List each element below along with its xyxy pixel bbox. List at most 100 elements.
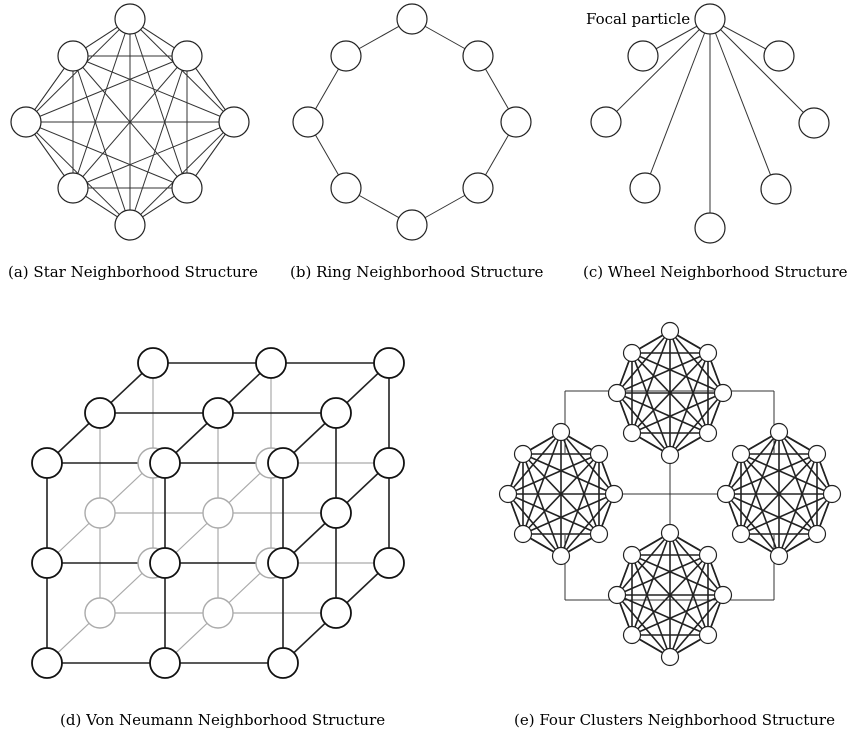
particle-node <box>255 347 287 379</box>
particle-node <box>31 647 63 679</box>
edge <box>616 330 671 394</box>
panel-star <box>10 3 250 241</box>
edge <box>129 55 188 226</box>
particle-node <box>769 422 789 442</box>
edge <box>560 431 600 535</box>
particle-node <box>31 547 63 579</box>
edge <box>522 493 615 535</box>
particle-node <box>462 172 494 204</box>
particle-node <box>84 597 116 629</box>
particle-node <box>84 497 116 529</box>
edge <box>72 55 235 123</box>
particle-node <box>798 107 830 139</box>
spoke-edge <box>709 18 777 190</box>
particle-node <box>731 524 751 544</box>
edge <box>129 18 188 189</box>
edge <box>778 453 818 557</box>
edge <box>25 55 188 123</box>
edge <box>740 453 780 557</box>
edge <box>740 431 780 535</box>
particle-node <box>716 484 736 504</box>
edge <box>631 554 724 596</box>
particle-node <box>622 545 642 565</box>
particle-node <box>731 444 751 464</box>
particle-node <box>629 172 661 204</box>
particle-node <box>589 444 609 464</box>
edge <box>631 352 671 456</box>
edge <box>631 554 709 636</box>
particle-node <box>267 647 299 679</box>
focal-particle-label: Focal particle <box>586 10 690 28</box>
particle-node <box>57 40 89 72</box>
panel-von-neumann <box>31 347 405 679</box>
edge <box>560 453 600 557</box>
particle-node <box>396 3 428 35</box>
edge <box>507 493 562 557</box>
edge <box>669 330 709 434</box>
particle-node <box>551 546 571 566</box>
particle-node <box>114 209 146 241</box>
edge <box>725 493 780 557</box>
particle-node <box>513 524 533 544</box>
edge <box>631 594 724 636</box>
particle-node <box>660 321 680 341</box>
particle-node <box>807 444 827 464</box>
panel-ring <box>292 3 532 241</box>
particle-node <box>807 524 827 544</box>
edge <box>740 453 818 535</box>
particle-node <box>760 173 792 205</box>
particle-node <box>498 484 518 504</box>
edge <box>740 493 833 535</box>
particle-node <box>373 447 405 479</box>
particle-node <box>267 447 299 479</box>
particle-node <box>202 597 234 629</box>
particle-node <box>698 423 718 443</box>
caption-von-neumann: (d) Von Neumann Neighborhood Structure <box>60 711 385 729</box>
particle-node <box>137 347 169 379</box>
edge <box>669 352 709 456</box>
edge <box>616 532 671 596</box>
caption-wheel: (c) Wheel Neighborhood Structure <box>583 263 848 281</box>
focal-particle-node <box>694 3 726 35</box>
edge <box>669 330 724 394</box>
edge <box>616 392 671 456</box>
particle-node <box>660 445 680 465</box>
particle-node <box>320 397 352 429</box>
particle-node <box>171 172 203 204</box>
edge <box>631 554 671 658</box>
particle-node <box>698 343 718 363</box>
edge <box>669 554 709 658</box>
particle-node <box>149 547 181 579</box>
edge <box>522 453 600 535</box>
edge <box>522 431 562 535</box>
particle-node <box>822 484 842 504</box>
particle-node <box>373 547 405 579</box>
edge <box>560 431 615 495</box>
particle-node <box>698 545 718 565</box>
edge <box>778 493 833 557</box>
edge <box>725 431 780 495</box>
particle-node <box>551 422 571 442</box>
edge <box>631 392 724 434</box>
edge <box>560 493 615 557</box>
particle-node <box>31 447 63 479</box>
edge <box>72 121 235 189</box>
particle-node <box>320 497 352 529</box>
edge <box>631 352 724 394</box>
particle-node <box>462 40 494 72</box>
spoke-edge <box>709 18 815 124</box>
particle-node <box>622 625 642 645</box>
particle-node <box>589 524 609 544</box>
particle-node <box>763 40 795 72</box>
particle-node <box>330 40 362 72</box>
particle-node <box>202 497 234 529</box>
particle-node <box>267 547 299 579</box>
caption-four-clusters: (e) Four Clusters Neighborhood Structure <box>514 711 835 729</box>
particle-node <box>84 397 116 429</box>
particle-node <box>202 397 234 429</box>
particle-node <box>698 625 718 645</box>
edge <box>631 532 671 636</box>
particle-node <box>57 172 89 204</box>
particle-node <box>622 423 642 443</box>
particle-node <box>660 523 680 543</box>
